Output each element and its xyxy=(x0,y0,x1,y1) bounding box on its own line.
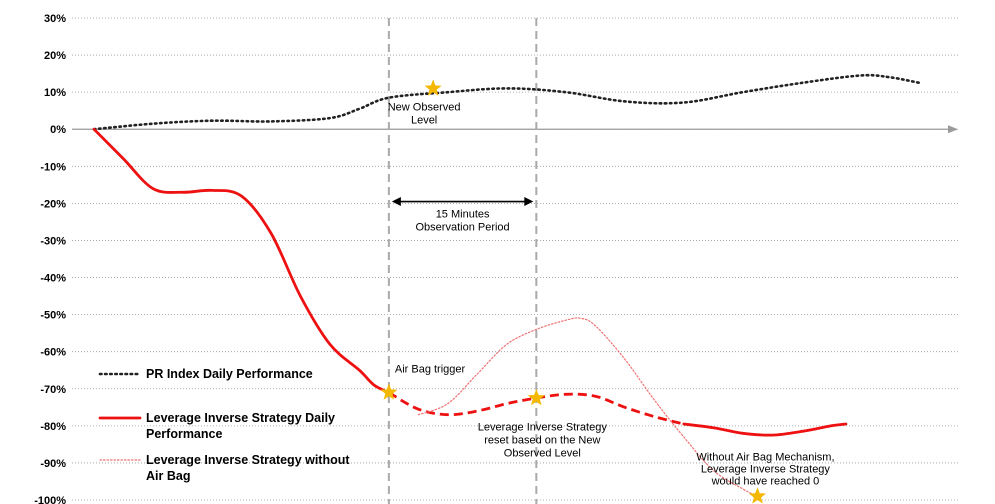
without-airbag-label: Leverage Inverse Strategy xyxy=(701,464,831,476)
star-icon xyxy=(380,383,398,400)
observation-period-label: 15 Minutes xyxy=(436,208,490,220)
series-line-1 xyxy=(92,127,391,394)
y-tick-label: 0% xyxy=(50,124,66,136)
star-icon xyxy=(748,487,766,504)
legend-label: Leverage Inverse Strategy without xyxy=(146,453,350,467)
reset-label: reset based on the New xyxy=(484,434,600,446)
legend: PR Index Daily Performance Leverage Inver… xyxy=(98,367,350,483)
series-line-0 xyxy=(92,73,921,131)
y-tick-label: -10% xyxy=(40,161,66,173)
y-tick-label: -90% xyxy=(40,458,66,470)
series-line-4 xyxy=(417,317,759,497)
star-markers xyxy=(380,79,766,504)
star-icon xyxy=(424,79,442,96)
y-tick-label: 30% xyxy=(44,13,66,25)
x-axis xyxy=(72,125,958,134)
without-airbag-label: would have reached 0 xyxy=(711,476,820,488)
y-tick-label: -70% xyxy=(40,384,66,396)
y-tick-label: -60% xyxy=(40,347,66,359)
legend-label: PR Index Daily Performance xyxy=(146,367,313,381)
y-tick-label: -30% xyxy=(40,235,66,247)
y-tick-label: -40% xyxy=(40,273,66,285)
y-axis-ticks: 30% 20% 10% 0% -10% -20% -30% -40% -50% -60% -70% -… xyxy=(34,13,66,504)
y-tick-label: -50% xyxy=(40,310,66,322)
observation-period-label: Observation Period xyxy=(416,221,510,233)
new-observed-level-label: Level xyxy=(411,115,437,127)
new-observed-level-label: New Observed xyxy=(388,102,461,114)
legend-label: Leverage Inverse Strategy Daily xyxy=(146,411,335,425)
series-line-3 xyxy=(682,422,848,437)
axis-arrow-icon xyxy=(948,125,958,134)
y-tick-label: -100% xyxy=(34,495,66,504)
reset-label: Observed Level xyxy=(504,447,581,459)
reset-label: Leverage Inverse Strategy xyxy=(478,421,608,433)
y-tick-label: 20% xyxy=(44,50,66,62)
airbag-trigger-label: Air Bag trigger xyxy=(395,363,466,375)
legend-label: Air Bag xyxy=(146,469,190,483)
arrow-right-icon xyxy=(524,197,534,207)
y-tick-label: -20% xyxy=(40,198,66,210)
legend-label: Performance xyxy=(146,427,222,441)
star-icon xyxy=(527,389,545,406)
y-tick-label: 10% xyxy=(44,87,66,99)
y-tick-label: -80% xyxy=(40,421,66,433)
without-airbag-label: Without Air Bag Mechanism, xyxy=(696,452,834,464)
arrow-left-icon xyxy=(391,197,401,207)
event-markers xyxy=(387,18,538,504)
